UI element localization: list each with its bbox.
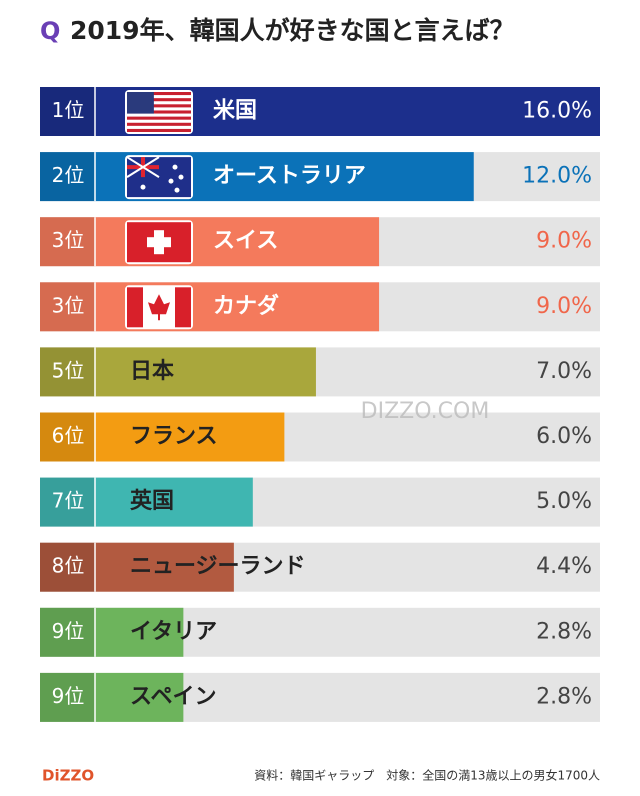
rank-shade (40, 542, 95, 592)
value-label: 2.8% (536, 684, 592, 709)
bar (95, 607, 184, 657)
value-label: 5.0% (536, 489, 592, 514)
flag-stripe (127, 98, 191, 102)
flag-canton (127, 92, 154, 114)
category-label: 米国 (213, 99, 257, 124)
flag-star (168, 178, 174, 184)
bar (95, 412, 285, 462)
bar (95, 542, 234, 592)
category-label: スイス (213, 229, 278, 254)
rank-box (40, 607, 95, 657)
watermark: DIZZO.COM (361, 399, 490, 424)
chart-title: 2019年、韓国人が好きな国と言えば？ (70, 16, 515, 45)
value-label: 9.0% (536, 229, 592, 254)
bar (95, 477, 253, 527)
logo: DiZZO (42, 767, 94, 785)
flag-band (175, 287, 191, 328)
rank-box (40, 217, 95, 267)
value-label: 9.0% (536, 294, 592, 319)
flag-stripe (127, 128, 191, 132)
flag-cross (147, 237, 171, 248)
category-label: ニュージーランド (130, 554, 306, 579)
value-label: 2.8% (536, 619, 592, 644)
rank-shade (40, 217, 95, 267)
flag-leaf (148, 294, 170, 321)
flag-stripe (127, 92, 191, 96)
source-note: 資料：韓国ギャラップ 対象：全国の満13歳以上の男女1700人 (254, 768, 600, 783)
rank-box (40, 542, 95, 592)
category-label: スペイン (130, 684, 216, 709)
rank-box (40, 672, 95, 722)
rank-label: 3位 (52, 228, 85, 252)
rank-label: 2位 (52, 163, 85, 187)
rank-label: 9位 (52, 684, 85, 708)
rank-label: 3位 (52, 293, 85, 317)
rank-label: 7位 (52, 489, 85, 513)
rank-box (40, 152, 95, 202)
rank-shade (40, 477, 95, 527)
rank-box (40, 477, 95, 527)
rank-label: 1位 (52, 98, 85, 122)
bar-rows: 1位 米国 16.0%2位 オーストラリア 12.0%3位 スイス 9.0%3位 カナダ 9.0… (40, 87, 600, 722)
rank-shade (40, 607, 95, 657)
value-label: 16.0% (522, 99, 592, 124)
flag-stripe (127, 122, 191, 126)
category-label: 日本 (130, 359, 174, 384)
category-label: 英国 (130, 489, 174, 514)
rank-shade (40, 282, 95, 332)
rank-box (40, 87, 95, 136)
rank-box (40, 347, 95, 397)
value-label: 12.0% (522, 164, 592, 189)
flag-star (172, 164, 178, 170)
value-label: 4.4% (536, 554, 592, 579)
value-label: 6.0% (536, 424, 592, 449)
category-label: オーストラリア (213, 164, 366, 189)
rank-label: 5位 (52, 358, 85, 382)
rank-shade (40, 347, 95, 397)
flag-band (127, 287, 143, 328)
rank-shade (40, 672, 95, 722)
rank-shade (40, 412, 95, 462)
flag-stripe (127, 110, 191, 114)
flag-star (140, 184, 146, 190)
rank-box (40, 412, 95, 462)
rank-label: 6位 (52, 424, 85, 448)
value-label: 7.0% (536, 359, 592, 384)
category-label: カナダ (213, 293, 279, 319)
rank-shade (40, 152, 95, 202)
category-label: イタリア (130, 619, 217, 644)
flag-stripe (127, 104, 191, 108)
category-label: フランス (130, 424, 218, 449)
flag-cross (126, 156, 160, 178)
bar (95, 347, 316, 397)
title-prefix: Q (40, 17, 60, 45)
rank-label: 8位 (52, 554, 85, 578)
rank-box (40, 282, 95, 332)
flag-stripe (127, 116, 191, 120)
flag-star (174, 187, 180, 193)
rank-label: 9位 (52, 619, 85, 643)
flag-star (178, 174, 184, 180)
bar (95, 672, 184, 722)
rank-shade (40, 87, 95, 136)
